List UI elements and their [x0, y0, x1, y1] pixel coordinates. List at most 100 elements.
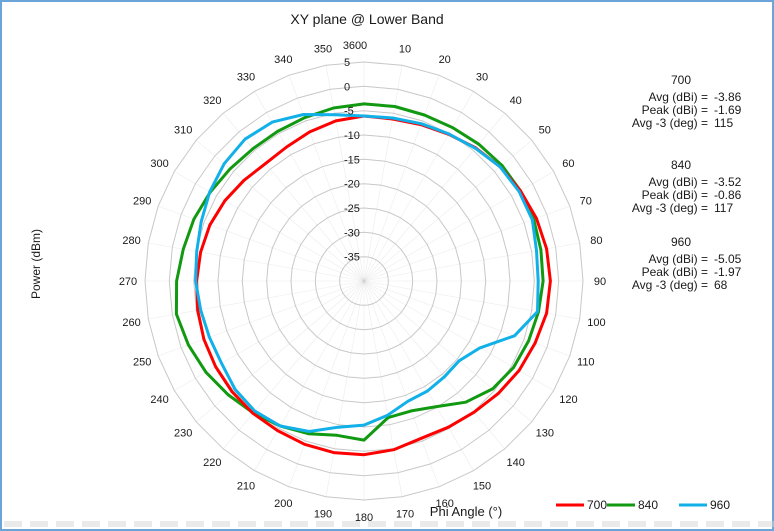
angle-tick-label: 150 — [473, 480, 491, 492]
angle-tick-label: 210 — [237, 480, 255, 492]
radial-tick-label: -30 — [344, 227, 360, 239]
angle-tick-label: 270 — [119, 276, 137, 288]
grid-ring — [168, 85, 560, 477]
stats-value: -1.97 — [714, 265, 742, 279]
angle-tick-label: 330 — [237, 72, 255, 84]
angle-tick-label: 300 — [150, 158, 168, 170]
radial-tick-label: -10 — [344, 130, 360, 142]
angle-tick-label: 120 — [559, 394, 577, 406]
stats-label: Peak (dBi) = — [642, 265, 708, 279]
grid-spoke — [363, 113, 506, 282]
y-axis-label: Power (dBm) — [29, 229, 43, 299]
grid-ring — [266, 183, 462, 379]
angle-tick-label: 350 — [314, 44, 332, 56]
angle-tick-label: 290 — [133, 195, 151, 207]
grid-spoke — [363, 171, 554, 282]
angle-tick-label: 90 — [594, 276, 606, 288]
grid-spoke — [325, 65, 365, 282]
angle-tick-label: 20 — [439, 54, 451, 66]
grid-ring — [193, 110, 535, 452]
grid-spoke — [363, 280, 403, 497]
angle-tick-label: 50 — [539, 124, 551, 136]
angle-tick-label: 0 — [361, 40, 367, 52]
grid-spoke — [222, 113, 365, 282]
grid-ring — [339, 256, 389, 306]
angle-tick-label: 230 — [174, 428, 192, 440]
angle-tick-label: 200 — [274, 498, 292, 510]
series-line-960 — [194, 113, 540, 433]
angle-tick-label: 80 — [590, 235, 602, 247]
angle-tick-label: 320 — [203, 95, 221, 107]
angle-tick-labels: 0 102030405060708090100110120130140150160… — [119, 40, 606, 524]
grid-spoke — [363, 280, 554, 391]
stats-series-name: 700 — [671, 73, 691, 87]
angle-tick-label: 70 — [580, 195, 592, 207]
angle-tick-label: 30 — [476, 72, 488, 84]
grid-spoke — [158, 280, 365, 357]
angle-tick-label: 170 — [396, 508, 414, 520]
angle-tick-label: 60 — [562, 158, 574, 170]
angle-tick-label: 280 — [122, 235, 140, 247]
chart-title: XY plane @ Lower Band — [290, 11, 443, 27]
stats-value: 115 — [714, 116, 733, 130]
radial-tick-label: -20 — [344, 179, 360, 191]
legend: 700 840 960 — [556, 498, 730, 512]
stats-value: -1.69 — [714, 103, 742, 117]
grid-spoke — [363, 65, 403, 282]
angle-tick-label: 340 — [274, 54, 292, 66]
stats-series-name: 840 — [671, 158, 691, 172]
stats-label: Avg -3 (deg) = — [632, 278, 708, 292]
grid-spoke — [196, 139, 365, 282]
radial-tick-label: 0 — [344, 81, 350, 93]
grid-ring — [290, 207, 438, 355]
stats-label: Avg (dBi) = — [649, 252, 708, 266]
grid-spoke — [196, 280, 365, 423]
stats-value: 68 — [714, 278, 728, 292]
angle-tick-label: 250 — [133, 357, 151, 369]
grid-spoke — [174, 171, 365, 282]
grid-spoke — [363, 280, 474, 471]
radial-tick-label: -15 — [344, 154, 360, 166]
stats-value: -5.05 — [714, 252, 742, 266]
radial-tick-label: 5 — [344, 57, 350, 69]
grid-ring — [144, 61, 584, 501]
angle-tick-label: 310 — [174, 124, 192, 136]
legend-label-700: 700 — [587, 498, 607, 512]
grid-spoke — [148, 280, 365, 320]
radial-tick-labels: 5 0 -5 -10 -15 -20 -25 -30 -35 — [344, 57, 360, 264]
grid-spoke — [288, 75, 365, 282]
stats-value: -3.52 — [714, 175, 742, 189]
stats-label: Avg -3 (deg) = — [632, 116, 708, 130]
grid-spoke — [254, 280, 365, 471]
grid-spoke — [363, 280, 440, 487]
grid-spoke — [325, 280, 365, 497]
series-line-700 — [195, 114, 552, 457]
angle-tick-label: 100 — [587, 317, 605, 329]
grid-spoke — [363, 75, 440, 282]
angle-tick-label: 140 — [507, 457, 525, 469]
angle-tick-label: 190 — [314, 508, 332, 520]
angle-tick-label: 130 — [536, 428, 554, 440]
legend-label-840: 840 — [638, 498, 658, 512]
bottom-artifact-strip — [4, 521, 774, 527]
angle-tick-label: 10 — [399, 44, 411, 56]
grid-spoke — [288, 280, 365, 487]
stats-label: Avg (dBi) = — [649, 90, 708, 104]
angle-tick-label: 40 — [510, 95, 522, 107]
grid-ring — [314, 231, 414, 331]
radial-tick-label: -35 — [344, 252, 360, 264]
series-lines — [174, 102, 552, 457]
stats-value: -3.86 — [714, 90, 742, 104]
angle-tick-label: 260 — [122, 317, 140, 329]
stats-value: -0.86 — [714, 188, 742, 202]
legend-label-960: 960 — [710, 498, 730, 512]
grid-spoke — [222, 280, 365, 449]
stats-series-name: 960 — [671, 235, 691, 249]
grid-ring — [217, 134, 511, 428]
angle-tick-label: 240 — [150, 394, 168, 406]
polar-grid — [144, 61, 584, 501]
grid-spoke — [363, 280, 532, 423]
stats-label: Peak (dBi) = — [642, 103, 708, 117]
stats-label: Avg -3 (deg) = — [632, 201, 708, 215]
